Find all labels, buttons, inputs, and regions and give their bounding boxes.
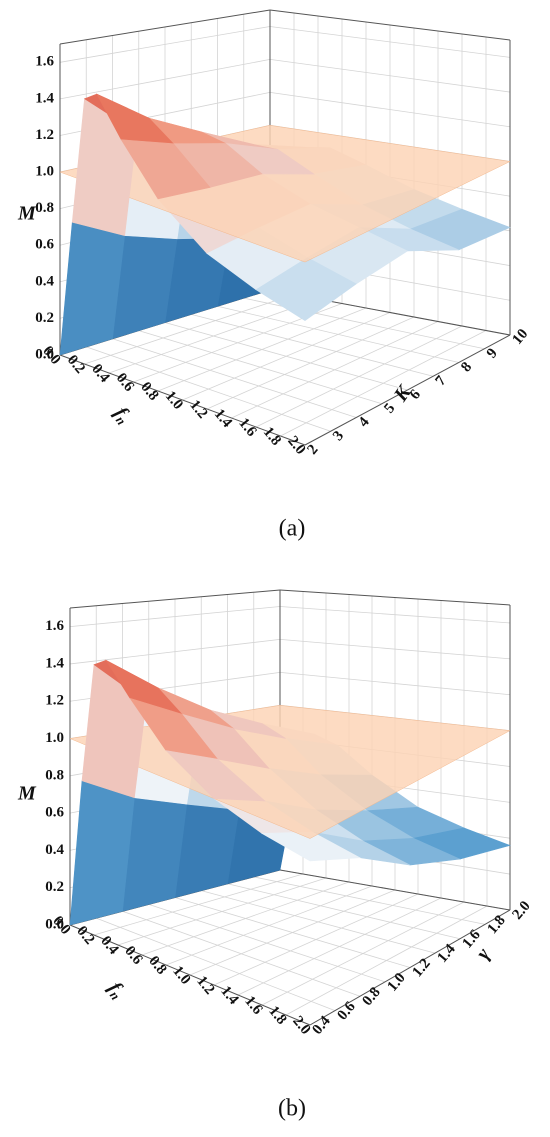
- y-tick-label: 0.4: [309, 1013, 334, 1038]
- floor-grid-y: [112, 338, 357, 418]
- z-tick-label: 1.4: [35, 90, 54, 106]
- wall-grid-z: [269, 59, 511, 93]
- y-tick-label: 5: [381, 401, 398, 417]
- box-edge: [59, 9, 271, 45]
- x-tick-label: 1.2: [186, 397, 210, 422]
- floor-grid-y: [217, 305, 459, 363]
- x-tick-label: 1.4: [211, 406, 236, 431]
- panel-label: (a): [279, 516, 306, 542]
- box-edge: [59, 354, 306, 446]
- wall-grid-z: [279, 639, 511, 660]
- z-tick-label: 0.4: [45, 842, 64, 858]
- wall-grid-z: [69, 606, 281, 628]
- floor-grid-y: [96, 917, 336, 1011]
- x-tick-label: 1.8: [265, 1003, 289, 1028]
- floor-grid-y: [122, 910, 361, 997]
- panel-label: (b): [278, 1096, 306, 1122]
- z-tick-label: 0.6: [35, 237, 54, 253]
- x-tick-label: 0.2: [64, 352, 88, 377]
- y-tick-label: 1.4: [434, 941, 459, 966]
- panel: 0.00.20.40.60.81.01.21.41.60.0 0.2 0.4 0.6 0…: [17, 589, 534, 1122]
- box-edge: [304, 334, 511, 446]
- z-tick-label: 0.8: [45, 767, 64, 783]
- z-tick-label: 0.4: [35, 273, 54, 289]
- z-tick-label: 1.4: [45, 655, 64, 671]
- floor-grid-y: [86, 346, 331, 432]
- y-tick-label: 7: [433, 373, 450, 389]
- z-axis-label: M: [17, 203, 37, 225]
- z-tick-label: 1.2: [35, 127, 54, 143]
- y-tick-label: 10: [509, 326, 531, 348]
- wall-grid-z: [269, 91, 511, 128]
- z-tick-label: 1.6: [35, 54, 54, 70]
- box-edge: [279, 869, 511, 911]
- floor-grid-y: [138, 330, 382, 405]
- wall-grid-z: [59, 26, 271, 63]
- surface-cell: [165, 750, 266, 802]
- box-edge: [69, 924, 311, 1026]
- y-tick-label: 1.2: [409, 956, 433, 981]
- box-edge: [69, 589, 281, 609]
- wall-grid-z: [69, 639, 281, 665]
- z-tick-label: 0.0: [45, 916, 64, 932]
- x-tick-label: 1.0: [162, 388, 186, 413]
- z-tick-label: 0.6: [45, 805, 64, 821]
- wall-grid-z: [59, 59, 271, 100]
- wall-grid-z: [279, 606, 511, 624]
- x-tick-label: 0.8: [137, 379, 161, 404]
- surface-cell: [120, 139, 211, 200]
- z-axis-label: M: [17, 783, 37, 805]
- z-tick-label: 0.0: [35, 346, 54, 362]
- x-tick-label: 1.8: [260, 424, 284, 449]
- floor-grid-y: [164, 322, 408, 391]
- x-tick-label: 1.4: [217, 983, 242, 1008]
- x-tick-label: 1.6: [241, 993, 266, 1018]
- floor-grid-y: [191, 313, 434, 377]
- x-tick-label: 0.4: [97, 933, 122, 958]
- x-tick-label: 0.6: [121, 943, 146, 968]
- y-axis-label: K: [389, 381, 416, 407]
- panel: 0.00.20.40.60.81.01.21.41.60.0 0.2 0.4 0.6 0…: [17, 9, 531, 542]
- z-tick-label: 1.0: [35, 163, 54, 179]
- x-axis-label: fn: [109, 403, 136, 428]
- wall-grid-z: [279, 671, 511, 696]
- x-tick-label: 0.6: [113, 370, 138, 395]
- z-tick-label: 0.2: [45, 879, 64, 895]
- floor-grid-y: [201, 890, 436, 954]
- y-axis-label: γ: [472, 944, 495, 964]
- y-tick-label: 2: [304, 442, 321, 458]
- floor-grid-y: [148, 903, 386, 983]
- x-tick-label: 0.2: [73, 923, 97, 948]
- surface-cell: [255, 257, 357, 321]
- wall-grid-z: [269, 26, 511, 58]
- z-tick-label: 1.6: [45, 618, 64, 634]
- floor-grid-y: [253, 876, 486, 925]
- x-tick-label: 1.0: [169, 963, 193, 988]
- z-tick-label: 1.0: [45, 730, 64, 746]
- floor-grid-y: [174, 897, 411, 968]
- y-tick-label: 4: [356, 414, 373, 430]
- y-tick-label: 2.0: [509, 898, 533, 923]
- x-tick-label: 1.6: [235, 415, 260, 440]
- x-tick-label: 1.2: [193, 973, 217, 998]
- y-tick-label: 0.8: [359, 984, 383, 1009]
- y-tick-label: 3: [330, 428, 347, 444]
- x-axis-label: fn: [103, 978, 130, 1003]
- y-tick-label: 0.6: [334, 998, 359, 1023]
- box-edge: [269, 9, 511, 41]
- y-tick-label: 8: [458, 359, 475, 375]
- z-tick-label: 1.2: [45, 693, 64, 709]
- y-tick-label: 1.0: [384, 970, 408, 995]
- box-edge: [309, 909, 511, 1026]
- y-tick-label: 9: [484, 346, 501, 362]
- x-tick-label: 0.8: [145, 953, 169, 978]
- x-tick-label: 0.4: [88, 361, 113, 386]
- box-edge: [279, 589, 511, 606]
- y-tick-label: 1.8: [484, 913, 508, 938]
- floor-grid-y: [227, 883, 461, 940]
- z-tick-label: 0.8: [35, 200, 54, 216]
- z-tick-label: 0.2: [35, 310, 54, 326]
